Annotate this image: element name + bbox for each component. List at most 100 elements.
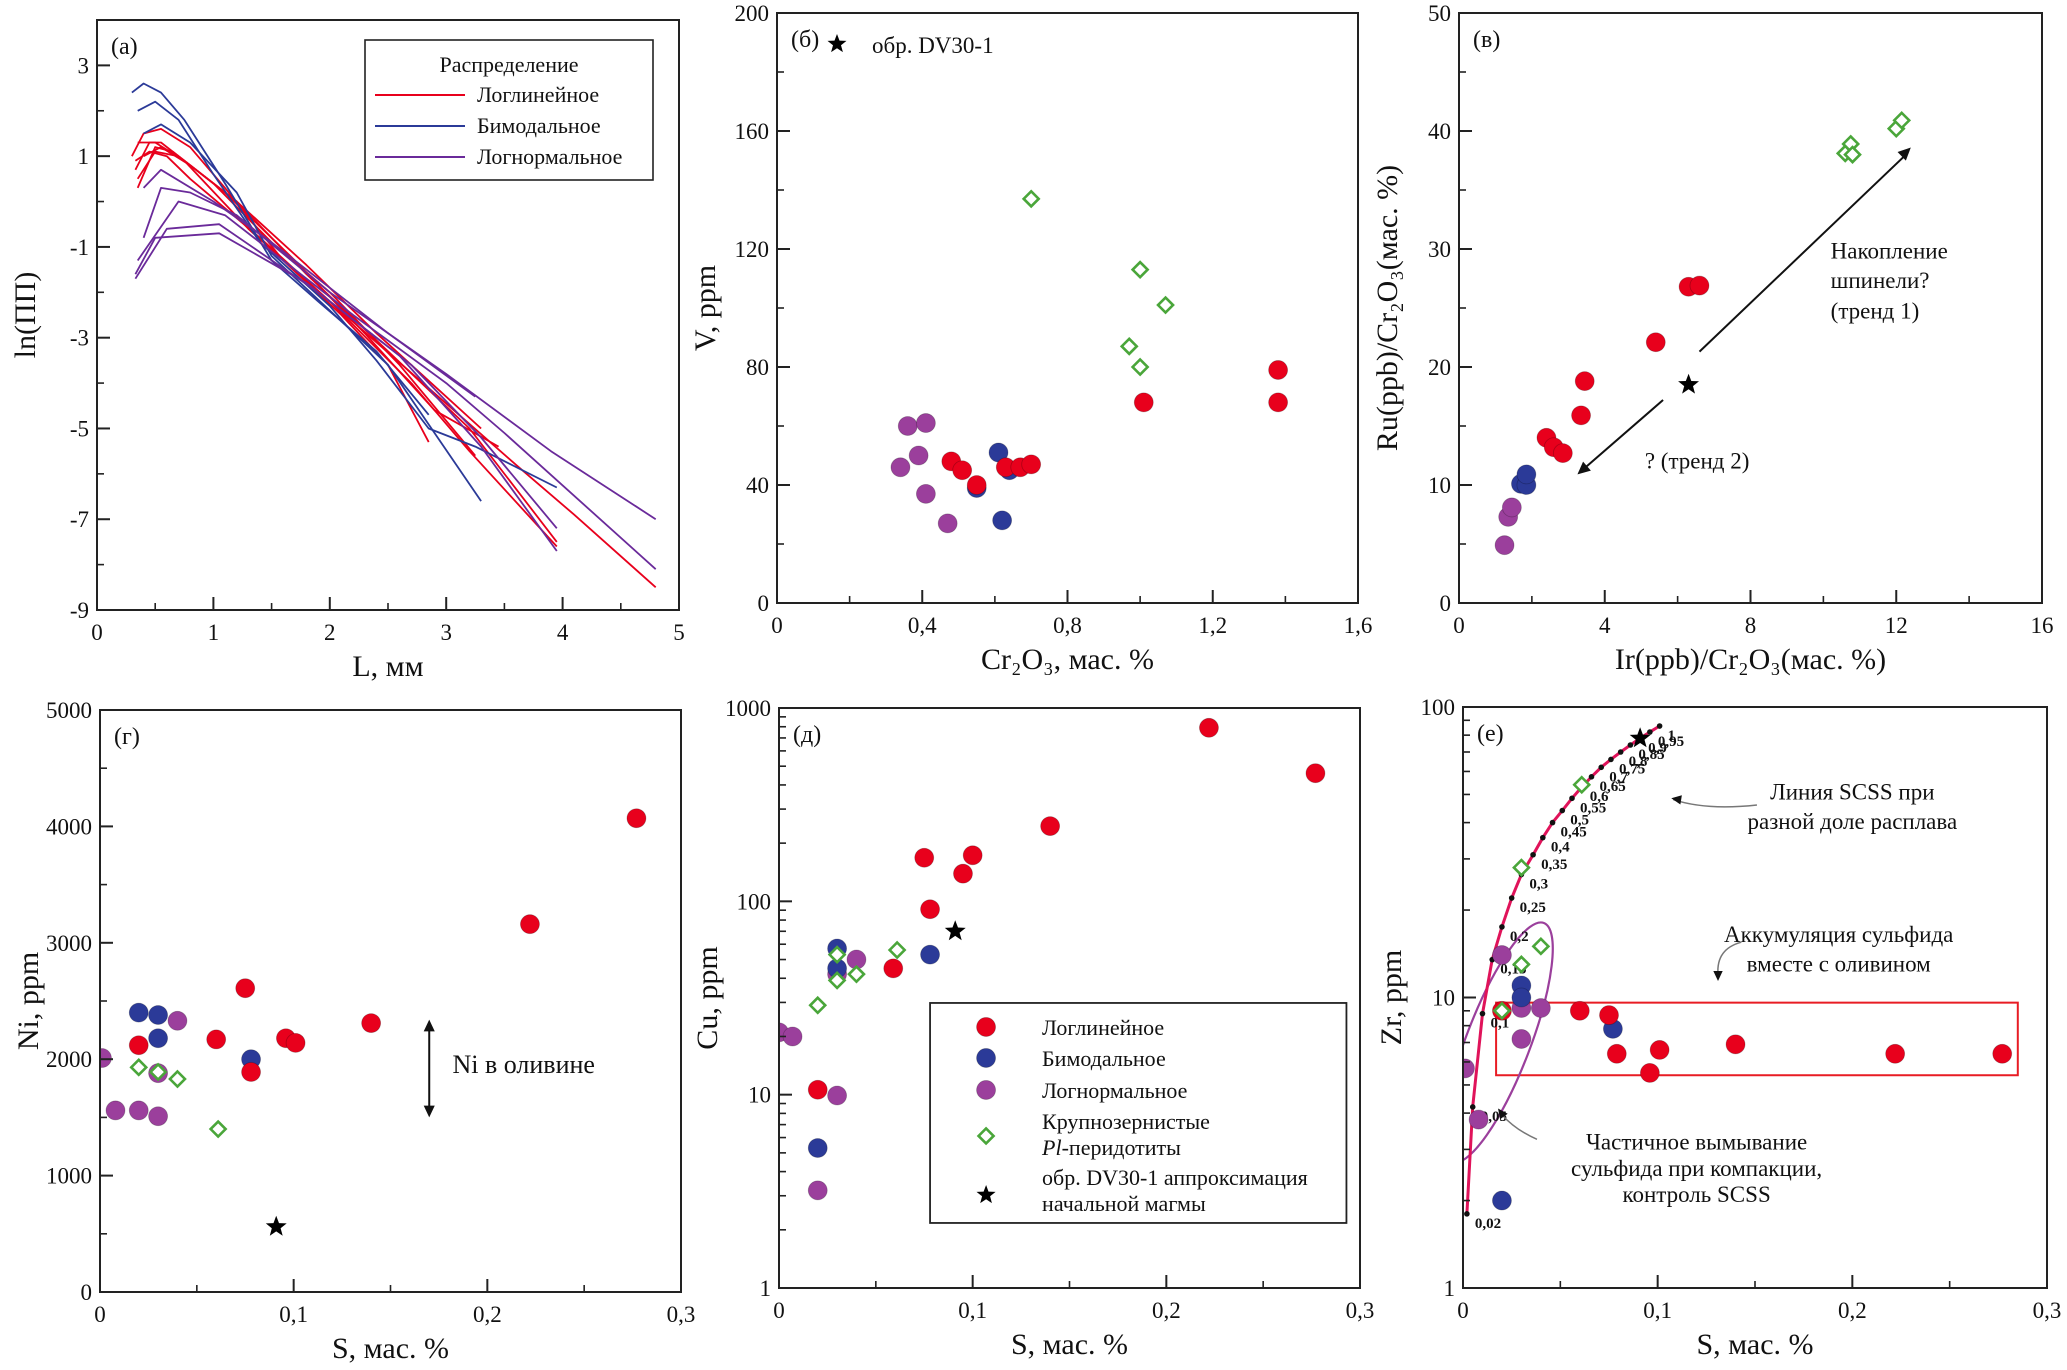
legend-star-icon (976, 1185, 996, 1204)
x-tick-label: 0 (94, 1302, 106, 1327)
scss-node-label: 0,25 (1520, 900, 1546, 916)
x-tick-label: 0,2 (1152, 1298, 1181, 1323)
lognormal-series-line (134, 232, 558, 552)
legend-box (929, 1002, 1348, 1224)
y-tick-label: 0 (1440, 591, 1452, 616)
loglinear-point (920, 899, 940, 920)
loglinear-point (962, 845, 983, 866)
x-tick-label: 0,8 (1053, 613, 1082, 638)
x-axis-label: S, мас. % (1011, 1328, 1128, 1361)
x-tick-label: 0,1 (279, 1302, 308, 1327)
annotation-text: вместе с оливином (1747, 951, 1932, 976)
trend-2-arrowhead-icon (1577, 461, 1591, 475)
plot-frame (1458, 12, 2043, 604)
legend-label-star-2: начальной магмы (1042, 1191, 1206, 1216)
annotation-text: Частичное вымывание (1586, 1129, 1807, 1154)
x-tick-label: 5 (673, 620, 685, 645)
scss-node (1549, 819, 1556, 826)
x-tick-label: 0 (773, 1298, 785, 1323)
x-tick-label: 0,3 (667, 1302, 696, 1327)
y-tick-label: 120 (735, 237, 770, 262)
lognormal-point (908, 445, 929, 466)
y-tick-label: 1 (78, 144, 90, 169)
diamond-marker (208, 1119, 228, 1139)
x-tick-label: 0,2 (473, 1302, 502, 1327)
loglinear-point (361, 1013, 382, 1034)
lognormal-point (915, 483, 936, 504)
x-axis-label: L, мм (352, 650, 423, 683)
lognormal-series-line (142, 187, 657, 520)
panel-tag: (д) (793, 722, 821, 748)
x-tick-label: 0,3 (2033, 1298, 2062, 1323)
legend: Распределение Логлинейное Бимодальное Логно… (364, 39, 654, 181)
scss-node-label: 0,75 (1619, 761, 1645, 777)
x-tick-label: 0 (1457, 1298, 1469, 1323)
legend-label-lognormal: Логнормальное (477, 144, 622, 169)
y-tick-label: 160 (735, 119, 770, 144)
leaching-callout-line (1501, 1114, 1538, 1140)
bimodal-point (992, 510, 1013, 531)
loglinear-point (914, 847, 935, 868)
y-tick-label: 2000 (46, 1047, 92, 1072)
y-axis-label: V, ppm (689, 265, 722, 351)
star-marker (265, 1215, 287, 1236)
loglinear-point (1725, 1034, 1746, 1055)
arrow-up-icon (423, 1019, 435, 1032)
scss-node-label: 0,55 (1580, 800, 1606, 816)
loglinear-point (1305, 763, 1326, 784)
x-tick-label: 3 (440, 620, 452, 645)
legend-label-lognormal: Логнормальное (1042, 1078, 1187, 1103)
y-tick-label: 1 (1444, 1276, 1456, 1301)
lognormal-point (897, 416, 918, 436)
plot-area (100, 808, 647, 1236)
scss-node-label: 0,6 (1590, 789, 1609, 805)
y-tick-label: 80 (746, 355, 769, 380)
loglinear-point (1021, 454, 1042, 475)
loglinear-point (1606, 1043, 1627, 1064)
plot-frame (99, 709, 682, 1293)
bimodal-point (148, 1028, 169, 1049)
diamond-marker (1130, 357, 1150, 377)
bimodal-point (1511, 987, 1532, 1008)
x-tick-label: 0,4 (908, 613, 937, 638)
diamond-marker (1492, 1001, 1512, 1021)
x-axis-label: Cr₂O₃, мас. % (981, 643, 1154, 676)
lognormal-point (100, 1048, 112, 1068)
y-tick-label: -3 (70, 326, 89, 351)
x-axis-label: Ir(ppb)/Cr₂O₃(мас. %) (1615, 643, 1886, 676)
diamond-marker (827, 971, 847, 990)
plot-area: 0,020,050,10,150,20,250,30,350,40,450,50… (1463, 723, 2019, 1232)
y-axis-label: ln(ПП) (9, 272, 42, 359)
x-tick-label: 16 (2031, 613, 2054, 638)
scss-node (1627, 742, 1634, 748)
diamond-marker (976, 1126, 996, 1146)
star-marker (1629, 727, 1651, 748)
x-tick-label: 0,1 (1643, 1298, 1672, 1323)
loglinear-point (1599, 1005, 1619, 1025)
diamond-marker (148, 1062, 168, 1082)
loglinear-point (520, 914, 540, 935)
diamond-marker (1512, 955, 1531, 974)
scss-node (1469, 1104, 1476, 1110)
bimodal-point (128, 1002, 149, 1023)
loglinear-point (976, 1017, 996, 1037)
scss-node (1608, 756, 1614, 763)
x-tick-label: 0 (1453, 613, 1465, 638)
legend-label-pl: Крупнозернистые (1042, 1109, 1210, 1134)
scss-node (1656, 723, 1663, 729)
lognormal-point (890, 457, 911, 478)
y-tick-label: -1 (70, 235, 89, 260)
annotation-text: Аккумуляция сульфида (1724, 922, 1953, 947)
plot-area (890, 189, 1289, 534)
y-axis-label: Cu, ppm (691, 946, 724, 1049)
diamond-marker (827, 945, 847, 964)
x-tick-label: 8 (1745, 613, 1757, 638)
scss-node-label: 0,85 (1638, 747, 1664, 763)
loglinear-point (1574, 371, 1595, 392)
panel-d-chart: 0 0,1 0,2 0,3 1 10 100 1000 S, мас. % Cu, ppm (д) Л… (691, 696, 1374, 1361)
y-tick-label: -9 (70, 598, 89, 623)
loglinear-point (1645, 332, 1666, 353)
star-marker (944, 920, 966, 941)
y-axis-label: Zr, ppm (1375, 950, 1408, 1045)
lognormal-point (1494, 535, 1515, 556)
